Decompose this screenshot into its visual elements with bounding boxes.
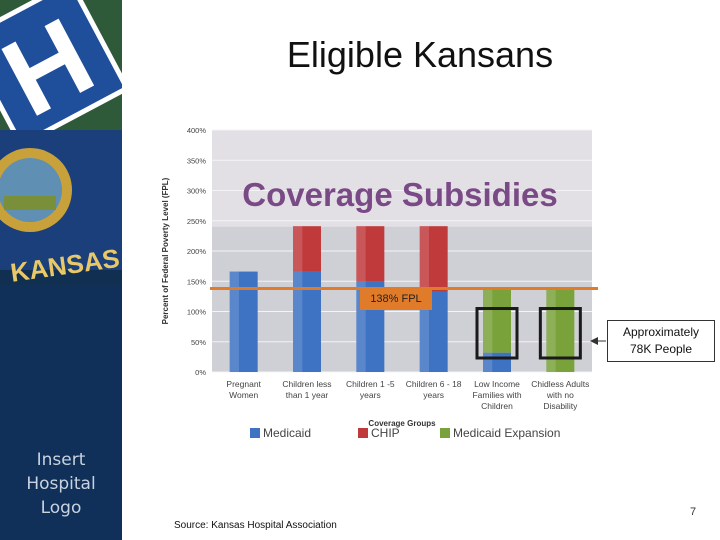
bar-medicaid-expansion (483, 288, 511, 353)
bar-shine (356, 226, 366, 282)
x-tick-label: Chidless Adults (531, 379, 589, 389)
bar-shine (356, 281, 366, 372)
y-tick-label: 200% (187, 247, 207, 256)
sidebar-art: H KANSAS (0, 0, 122, 540)
x-tick-label: Women (229, 390, 258, 400)
x-tick-label: Children (481, 401, 513, 411)
bar-shine (419, 291, 429, 372)
y-tick-label: 0% (195, 368, 206, 377)
hospital-sign-icon: H (0, 0, 122, 149)
x-tick-label: Children 1 -5 (346, 379, 395, 389)
bar-shine (293, 226, 303, 272)
legend-swatch (358, 428, 368, 438)
y-tick-label: 300% (187, 187, 207, 196)
legend-label: Medicaid (263, 426, 311, 440)
y-tick-label: 350% (187, 156, 207, 165)
x-tick-label: years (423, 390, 444, 400)
hospital-logo-placeholder: Insert Hospital Logo (0, 448, 122, 520)
bar-shine (293, 271, 303, 372)
y-tick-label: 400% (187, 126, 207, 135)
x-tick-label: Children 6 - 18 (406, 379, 462, 389)
bar-shine (483, 288, 493, 353)
y-axis-label: Percent of Federal Poverty Level (FPL) (161, 177, 170, 324)
x-axis-label: Coverage Groups (368, 419, 436, 428)
y-tick-label: 150% (187, 277, 207, 286)
fpl-line-label: 138% FPL (360, 288, 432, 310)
legend-swatch (440, 428, 450, 438)
logo-line-3: Logo (40, 498, 82, 518)
legend-label: CHIP (371, 426, 400, 440)
x-tick-label: years (360, 390, 381, 400)
legend-swatch (250, 428, 260, 438)
callout-line-1: Approximately (622, 325, 700, 339)
x-tick-label: Low Income (474, 379, 520, 389)
callout-arrowhead (590, 337, 598, 345)
legend-label: Medicaid Expansion (453, 426, 560, 440)
y-tick-label: 250% (187, 217, 207, 226)
bar-shine (546, 288, 556, 372)
logo-line-1: Insert (36, 450, 86, 470)
x-tick-label: with no (546, 390, 574, 400)
highlight-box (538, 307, 582, 360)
x-tick-label: Pregnant (226, 379, 261, 389)
callout-line-2: 78K People (629, 342, 693, 356)
bar-chip (293, 226, 321, 272)
chart-title: Coverage Subsidies (242, 176, 557, 213)
plot-area-highlight (212, 130, 592, 227)
y-tick-label: 50% (191, 338, 206, 347)
highlight-box (475, 307, 519, 360)
x-tick-label: than 1 year (286, 390, 329, 400)
callout-box: Approximately 78K People (607, 320, 715, 362)
x-tick-label: Families with (472, 390, 521, 400)
y-tick-label: 100% (187, 308, 207, 317)
bar-shine (483, 352, 493, 372)
bar-shine (229, 271, 239, 372)
slide-title: Eligible Kansans (286, 34, 554, 75)
logo-line-2: Hospital (26, 474, 96, 494)
sidebar-decoration: H KANSAS (0, 0, 122, 540)
bar-shine (419, 226, 429, 292)
bar-chip (356, 226, 385, 282)
x-tick-label: Children less (282, 379, 331, 389)
source-note: Source: Kansas Hospital Association (174, 520, 337, 531)
x-tick-label: Disability (543, 401, 578, 411)
page-number: 7 (690, 506, 697, 518)
bar-chip (419, 226, 448, 292)
